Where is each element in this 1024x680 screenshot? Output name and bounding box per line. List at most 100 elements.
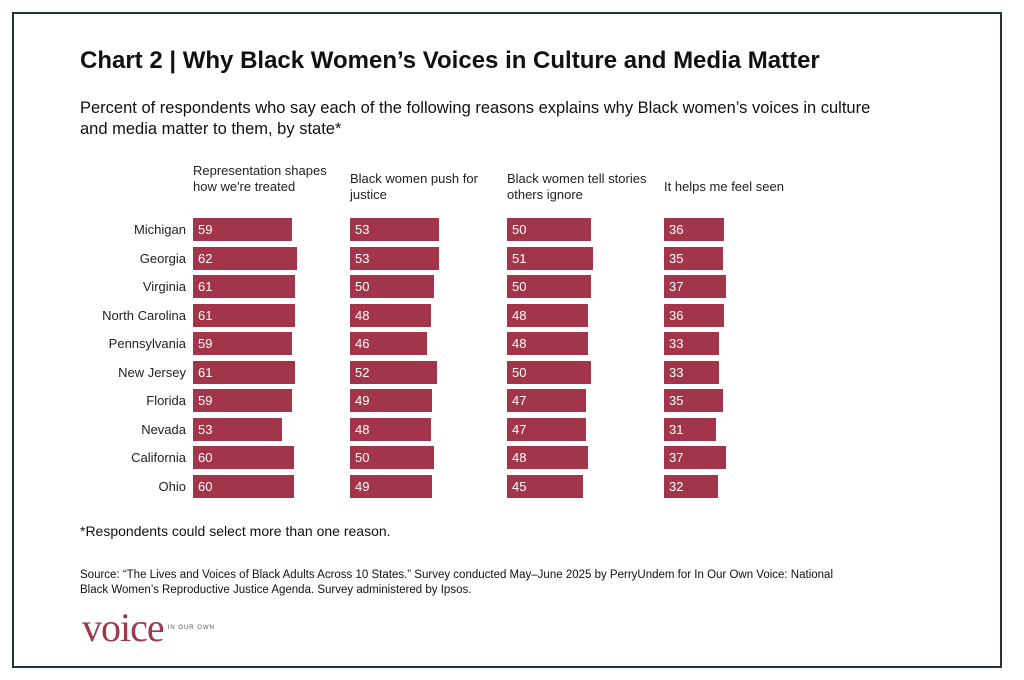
- bar: [507, 218, 591, 241]
- bar: [507, 332, 588, 355]
- data-label: 48: [355, 307, 370, 323]
- row-label-georgia: Georgia: [139, 250, 186, 266]
- bar: [664, 446, 727, 469]
- row-label-north-carolina: North Carolina: [102, 307, 186, 323]
- bar: [507, 417, 586, 441]
- bar: [664, 360, 720, 384]
- column-header: Black women push for justice: [350, 171, 478, 202]
- bar: [193, 446, 294, 469]
- data-label: 53: [198, 421, 213, 437]
- row-label-nevada: Nevada: [141, 421, 186, 437]
- bar: [350, 275, 434, 298]
- data-label: 62: [198, 250, 213, 266]
- data-label: 47: [512, 393, 527, 408]
- data-label: 36: [669, 222, 684, 237]
- data-label: 59: [198, 393, 213, 408]
- logo-small-text: IN OUR OWN: [167, 625, 215, 631]
- row-label-ohio: Ohio: [158, 478, 186, 494]
- bar: [664, 218, 725, 241]
- bar: [193, 332, 293, 355]
- data-label: 48: [355, 421, 370, 437]
- data-label: 32: [669, 478, 684, 494]
- data-label: 33: [669, 364, 684, 380]
- bar: [350, 389, 433, 412]
- bar: [664, 417, 717, 441]
- chart-title: Chart 2 | Why Black Women’s Voices in Cu…: [80, 47, 820, 74]
- data-label: 53: [355, 222, 370, 237]
- data-label: 48: [512, 307, 527, 323]
- data-label: 50: [355, 450, 370, 465]
- bar: [664, 389, 723, 412]
- bar: [193, 303, 296, 327]
- bar: [664, 303, 725, 327]
- bar: [193, 389, 293, 412]
- data-label: 46: [355, 336, 370, 351]
- row-label-new-jersey: New Jersey: [118, 364, 186, 380]
- data-label: 37: [669, 279, 684, 294]
- in-our-own-voice-logo: voice IN OUR OWN: [82, 605, 215, 651]
- source-note: Source: “The Lives and Voices of Black A…: [80, 569, 833, 596]
- data-label: 59: [198, 222, 213, 237]
- row-label-california: California: [131, 450, 186, 465]
- bar: [193, 360, 296, 384]
- data-label: 45: [512, 478, 527, 494]
- chart-frame: [12, 12, 1002, 668]
- bar: [350, 246, 440, 270]
- data-label: 61: [198, 279, 213, 294]
- data-label: 51: [512, 250, 527, 266]
- row-label-florida: Florida: [146, 393, 186, 408]
- bar: [664, 246, 723, 270]
- bar: [507, 360, 591, 384]
- data-label: 37: [669, 450, 684, 465]
- footnote: *Respondents could select more than one …: [80, 523, 391, 539]
- column-header: Representation shapes how we're treated: [193, 163, 327, 194]
- data-label: 60: [198, 450, 213, 465]
- bar: [507, 275, 591, 298]
- bar: [664, 275, 727, 298]
- data-label: 33: [669, 336, 684, 351]
- bar: [507, 474, 583, 498]
- data-label: 48: [512, 450, 527, 465]
- data-label: 35: [669, 250, 684, 266]
- data-label: 60: [198, 478, 213, 494]
- row-label-pennsylvania: Pennsylvania: [108, 336, 186, 351]
- data-label: 47: [512, 421, 527, 437]
- chart-subtitle: Percent of respondents who say each of t…: [80, 99, 871, 138]
- data-label: 52: [355, 364, 370, 380]
- bar: [193, 275, 296, 298]
- data-label: 50: [512, 279, 527, 294]
- data-label: 35: [669, 393, 684, 408]
- data-label: 61: [198, 307, 213, 323]
- bar: [507, 446, 588, 469]
- bar: [193, 417, 283, 441]
- bar: [350, 417, 431, 441]
- bar: [350, 332, 428, 355]
- bar: [193, 474, 294, 498]
- data-label: 36: [669, 307, 684, 323]
- data-label: 48: [512, 336, 527, 351]
- column-header: It helps me feel seen: [664, 179, 784, 194]
- bar: [350, 360, 438, 384]
- data-label: 31: [669, 421, 684, 437]
- data-label: 50: [512, 222, 527, 237]
- bar: [507, 303, 588, 327]
- data-label: 53: [355, 250, 370, 266]
- bar: [350, 446, 434, 469]
- bar: [664, 474, 718, 498]
- data-label: 50: [355, 279, 370, 294]
- bar: [350, 303, 431, 327]
- bar: [193, 246, 298, 270]
- data-label: 49: [355, 478, 370, 494]
- column-header: Black women tell stories others ignore: [507, 171, 647, 202]
- data-label: 61: [198, 364, 213, 380]
- bar: [350, 218, 440, 241]
- bar: [507, 389, 586, 412]
- row-label-virginia: Virginia: [142, 279, 186, 294]
- bar: [507, 246, 593, 270]
- bar: [350, 474, 433, 498]
- bar: [664, 332, 720, 355]
- row-label-michigan: Michigan: [133, 222, 186, 237]
- data-label: 49: [355, 393, 370, 408]
- logo-word: voice: [82, 605, 165, 650]
- data-label: 59: [198, 336, 213, 351]
